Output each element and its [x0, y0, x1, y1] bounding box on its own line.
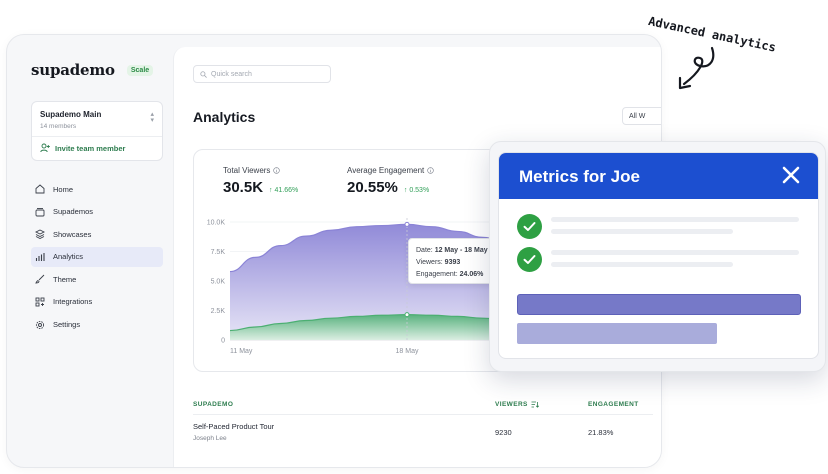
gear-icon	[35, 320, 45, 329]
sidebar-item-label: Integrations	[53, 297, 93, 307]
brush-icon	[35, 275, 45, 284]
metric-label: Average Engagement	[347, 166, 425, 175]
engagement-value: 21.83%	[588, 427, 614, 437]
y-tick-label: 0	[221, 338, 225, 345]
metric-delta: ↑ 41.66%	[269, 187, 298, 194]
metric-item	[517, 214, 807, 240]
invite-team-member-button[interactable]: Invite team member	[32, 137, 162, 160]
skeleton-line	[551, 250, 799, 255]
grid-icon	[35, 297, 45, 307]
table-row[interactable]: Self-Paced Product Tour Joseph Lee 9230 …	[193, 415, 653, 449]
date-range-select[interactable]: All W	[622, 107, 661, 125]
workspace-switcher: Supademo Main 14 members ▴ ▾ Invite team …	[31, 101, 163, 161]
sidebar-item-analytics[interactable]: Analytics	[31, 246, 163, 267]
metric-value: 30.5K	[223, 179, 264, 196]
column-header-viewers[interactable]: VIEWERS	[495, 401, 588, 408]
metric-total-viewers: Total Viewers 30.5K ↑ 41.66%	[223, 166, 298, 196]
x-tick-label: 18 May	[396, 348, 419, 355]
check-circle-icon	[517, 214, 542, 239]
info-icon[interactable]	[273, 167, 281, 174]
secondary-action-bar[interactable]	[517, 323, 717, 344]
metric-delta-value: 0.53%	[409, 187, 430, 194]
brand-logo[interactable]: supademo	[31, 61, 115, 79]
search-input[interactable]: Quick search	[193, 65, 331, 83]
supademo-name[interactable]: Self-Paced Product Tour	[193, 422, 275, 431]
sidebar-nav: Home Supademos Showcases Analytics Theme…	[31, 179, 163, 335]
sidebar: supademo Scale Supademo Main 14 members …	[7, 35, 173, 467]
arrow-up-icon: ↑	[403, 187, 410, 194]
brand: supademo Scale	[31, 61, 173, 79]
workspace-selector[interactable]: Supademo Main 14 members ▴ ▾	[32, 102, 162, 137]
sidebar-item-supademos[interactable]: Supademos	[31, 202, 163, 222]
add-user-icon	[40, 143, 50, 153]
engagement-area-line	[229, 314, 534, 332]
x-tick-label: 11 May	[230, 348, 253, 355]
sort-icon[interactable]	[531, 401, 539, 408]
tooltip-engagement-label: Engagement:	[416, 271, 458, 278]
workspace-members: 14 members	[40, 123, 77, 130]
invite-label: Invite team member	[55, 143, 126, 153]
engagement-hover-point	[404, 312, 410, 318]
sidebar-item-theme[interactable]: Theme	[31, 269, 163, 289]
plan-badge: Scale	[126, 64, 154, 76]
skeleton-line	[551, 262, 733, 267]
search-placeholder: Quick search	[211, 70, 252, 78]
y-tick-label: 5.0K	[211, 279, 226, 286]
tooltip-engagement-value: 24.06%	[459, 271, 484, 278]
metric-value: 20.55%	[347, 179, 398, 196]
metrics-modal: Metrics for Joe	[498, 152, 819, 359]
column-header-supademo[interactable]: SUPADEMO	[193, 401, 234, 408]
sidebar-item-settings[interactable]: Settings	[31, 315, 163, 335]
sidebar-item-showcases[interactable]: Showcases	[31, 224, 163, 244]
arrow-up-icon: ↑	[269, 187, 275, 194]
bar-chart-icon	[35, 252, 45, 261]
primary-action-bar[interactable]	[517, 294, 801, 315]
info-icon[interactable]	[427, 167, 434, 174]
supademo-owner: Joseph Lee	[193, 435, 227, 442]
sidebar-item-label: Showcases	[53, 229, 92, 239]
sidebar-item-label: Theme	[53, 274, 77, 284]
close-icon[interactable]	[782, 166, 800, 184]
home-icon	[35, 184, 45, 194]
chart-tooltip: Date: 12 May - 18 May Viewers: 9393 Enga…	[408, 238, 504, 284]
search-icon	[200, 70, 207, 78]
sidebar-item-label: Home	[53, 184, 74, 194]
y-tick-label: 2.5K	[211, 308, 226, 315]
viewers-value: 9230	[495, 427, 512, 437]
metric-label: Total Viewers	[223, 166, 271, 175]
y-tick-label: 10.0K	[207, 220, 226, 227]
column-header-viewers-label: VIEWERS	[495, 401, 528, 408]
y-tick-label: 7.5K	[211, 249, 226, 256]
tooltip-date-value: 12 May - 18 May	[434, 247, 488, 254]
skeleton-line	[551, 229, 733, 234]
stack-icon	[35, 207, 45, 217]
modal-title: Metrics for Joe	[519, 167, 640, 186]
sidebar-item-label: Settings	[53, 320, 81, 330]
sidebar-item-label: Supademos	[53, 207, 94, 217]
metrics-panel: Metrics for Joe	[489, 141, 826, 372]
viewers-hover-point	[404, 221, 410, 227]
table-header: SUPADEMO VIEWERS ENGAGEMENT	[193, 395, 653, 415]
tooltip-viewers-label: Viewers:	[416, 259, 443, 266]
layers-icon	[35, 229, 45, 240]
skeleton-line	[551, 217, 799, 222]
sidebar-item-home[interactable]: Home	[31, 179, 163, 199]
viewers-area-line	[229, 223, 534, 273]
metric-delta-value: 41.66%	[274, 187, 299, 194]
sidebar-item-integrations[interactable]: Integrations	[31, 292, 163, 312]
workspace-name: Supademo Main	[40, 110, 102, 119]
sidebar-item-label: Analytics	[53, 252, 84, 262]
annotation-arrow-icon	[678, 46, 715, 90]
column-header-engagement[interactable]: ENGAGEMENT	[588, 401, 639, 408]
metric-average-engagement: Average Engagement 20.55% ↑ 0.53%	[347, 166, 434, 196]
tooltip-date-label: Date:	[416, 247, 433, 254]
chevron-updown-icon: ▴ ▾	[150, 111, 154, 124]
tooltip-viewers-value: 9393	[444, 259, 461, 266]
check-circle-icon	[517, 247, 542, 272]
metric-delta: ↑ 0.53%	[404, 187, 429, 194]
modal-header: Metrics for Joe	[499, 153, 818, 199]
metric-item	[517, 247, 807, 273]
page-title: Analytics	[193, 109, 256, 125]
supademo-table: SUPADEMO VIEWERS ENGAGEMENT Self-Paced P…	[193, 395, 653, 449]
